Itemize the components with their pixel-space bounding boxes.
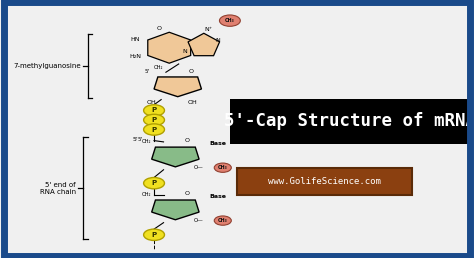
Polygon shape <box>148 32 191 63</box>
Text: CH₂: CH₂ <box>142 139 152 144</box>
Polygon shape <box>152 200 199 220</box>
FancyBboxPatch shape <box>237 168 412 196</box>
Text: O: O <box>156 26 161 31</box>
Text: 5': 5' <box>137 137 142 142</box>
Text: N⁺: N⁺ <box>205 27 212 32</box>
Text: O: O <box>189 69 193 74</box>
Circle shape <box>144 229 164 240</box>
Text: 5' end of
RNA chain: 5' end of RNA chain <box>40 182 76 195</box>
Text: CH₂: CH₂ <box>154 65 164 70</box>
Text: H₂N: H₂N <box>129 54 141 59</box>
Polygon shape <box>188 33 219 56</box>
Text: N: N <box>182 49 187 54</box>
Text: CH₃: CH₃ <box>218 218 228 223</box>
Text: P: P <box>152 232 156 238</box>
Text: P: P <box>152 180 156 186</box>
Text: P: P <box>152 126 156 133</box>
Circle shape <box>144 105 164 116</box>
Text: 7-methylguanosine: 7-methylguanosine <box>13 63 81 69</box>
Text: www.GolifeScience.com: www.GolifeScience.com <box>268 178 381 186</box>
Text: P: P <box>152 107 156 114</box>
Text: CH₂: CH₂ <box>142 192 152 197</box>
Circle shape <box>144 178 164 189</box>
Text: OH: OH <box>147 100 156 105</box>
Polygon shape <box>152 147 199 167</box>
Circle shape <box>214 163 231 172</box>
Text: Base: Base <box>210 141 227 146</box>
Text: 5': 5' <box>145 69 149 74</box>
Circle shape <box>144 114 164 126</box>
Circle shape <box>219 15 240 26</box>
Text: 5'-Cap Structure of mRNA: 5'-Cap Structure of mRNA <box>224 112 474 130</box>
Text: O: O <box>185 138 190 143</box>
Text: P: P <box>152 117 156 123</box>
Text: O: O <box>185 191 190 196</box>
Text: O—: O— <box>194 217 204 223</box>
Polygon shape <box>154 77 201 97</box>
Text: CH₃: CH₃ <box>225 18 235 23</box>
Circle shape <box>214 216 231 225</box>
Circle shape <box>144 124 164 135</box>
Text: Base: Base <box>210 194 227 199</box>
Text: HN: HN <box>130 37 140 43</box>
Text: N: N <box>216 38 220 43</box>
Text: OH: OH <box>188 100 198 105</box>
Text: CH₃: CH₃ <box>218 165 228 170</box>
Text: 5': 5' <box>132 137 138 142</box>
Text: O—: O— <box>194 165 204 170</box>
FancyBboxPatch shape <box>230 99 469 144</box>
